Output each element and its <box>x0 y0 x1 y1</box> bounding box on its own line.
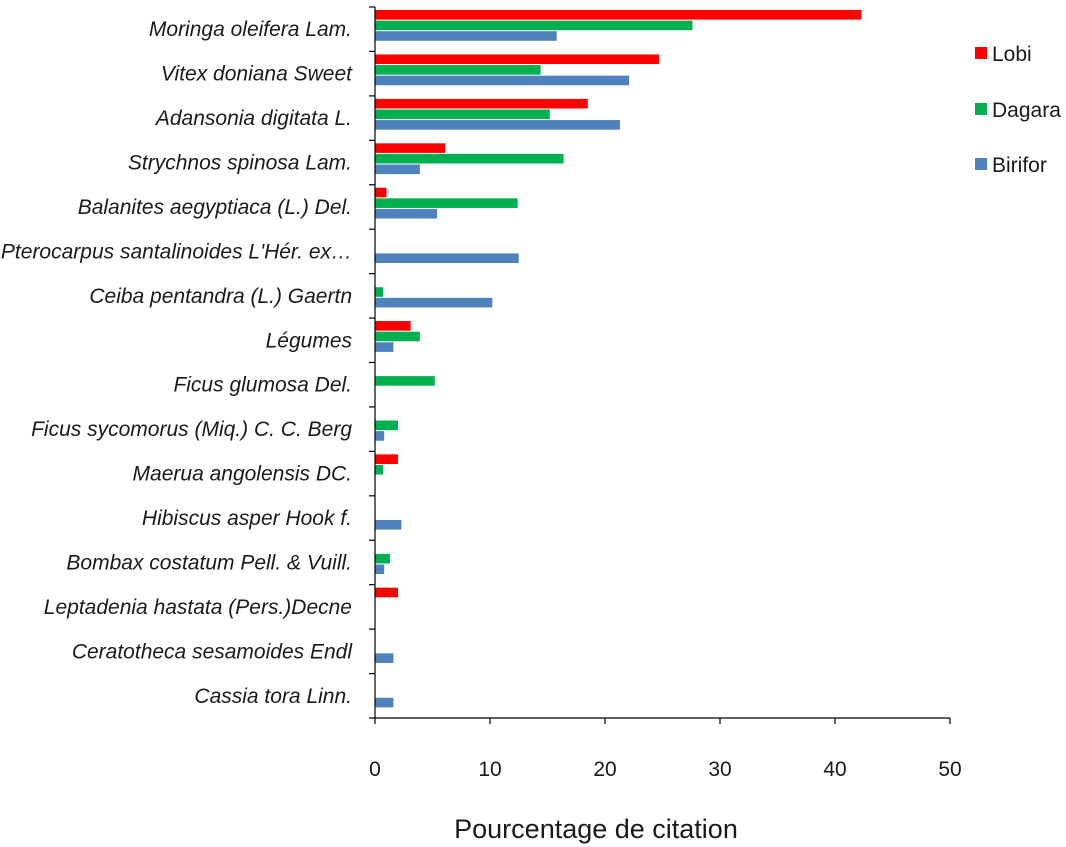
bar-birifor-1 <box>375 75 630 86</box>
legend-label-dagara: Dagara <box>992 99 1061 122</box>
bar-dagara-2 <box>375 109 550 120</box>
bar-birifor-2 <box>375 120 620 130</box>
bar-dagara-6 <box>375 287 384 297</box>
bar-dagara-7 <box>375 331 420 342</box>
bar-lobi-2 <box>375 98 588 109</box>
bar-lobi-0 <box>375 10 862 20</box>
bars-group <box>375 10 862 708</box>
bar-birifor-0 <box>375 31 557 41</box>
x-tick-label: 40 <box>823 758 846 781</box>
x-tick-label: 50 <box>938 758 961 781</box>
x-tick-label: 20 <box>593 758 616 781</box>
bar-dagara-4 <box>375 198 518 208</box>
bar-birifor-12 <box>375 564 385 575</box>
category-label: Vitex doniana Sweet <box>161 63 353 86</box>
x-tick-label: 30 <box>708 758 731 781</box>
bar-birifor-14 <box>375 653 394 663</box>
category-label: Moringa oleifera Lam. <box>149 18 352 41</box>
category-label: Pterocarpus santalinoides L'Hér. ex… <box>1 240 352 263</box>
category-label: Maerua angolensis DC. <box>133 463 352 486</box>
bar-lobi-1 <box>375 54 660 65</box>
category-label: Hibiscus asper Hook f. <box>142 507 352 530</box>
category-label: Balanites aegyptiaca (L.) Del. <box>78 196 352 219</box>
bar-birifor-11 <box>375 520 402 530</box>
legend: Lobi Dagara Birifor <box>975 43 1061 177</box>
category-label: Légumes <box>266 329 353 352</box>
bar-lobi-3 <box>375 143 446 153</box>
x-tick-label: 10 <box>478 758 501 781</box>
bar-dagara-12 <box>375 553 390 564</box>
legend-swatch-birifor <box>975 158 987 170</box>
bar-lobi-7 <box>375 321 411 331</box>
category-label: Ceiba pentandra (L.) Gaertn <box>89 285 352 308</box>
bar-birifor-6 <box>375 297 493 308</box>
x-axis-ticks: 0 10 20 30 40 50 <box>369 718 962 781</box>
bar-birifor-15 <box>375 697 394 708</box>
legend-swatch-dagara <box>975 103 987 115</box>
category-label: Ficus glumosa Del. <box>173 374 352 397</box>
legend-swatch-lobi <box>975 47 987 59</box>
category-labels: Moringa oleifera Lam. Vitex doniana Sweet… <box>1 18 353 708</box>
bar-dagara-0 <box>375 20 693 31</box>
bar-birifor-5 <box>375 253 519 263</box>
bar-dagara-8 <box>375 376 435 386</box>
legend-label-lobi: Lobi <box>992 43 1032 66</box>
bar-lobi-13 <box>375 587 398 598</box>
category-label: Ceratotheca sesamoides Endl <box>72 640 353 663</box>
bar-dagara-3 <box>375 153 564 164</box>
x-tick-label: 0 <box>369 758 381 781</box>
category-label: Leptadenia hastata (Pers.)Decne <box>44 596 352 619</box>
bar-birifor-4 <box>375 208 438 219</box>
category-label: Cassia tora Linn. <box>194 685 352 708</box>
bar-birifor-3 <box>375 164 420 175</box>
bar-birifor-9 <box>375 431 385 441</box>
x-axis-title: Pourcentage de citation <box>454 814 738 844</box>
bar-lobi-4 <box>375 187 387 198</box>
bar-birifor-7 <box>375 342 394 352</box>
category-label: Strychnos spinosa Lam. <box>128 152 352 175</box>
bar-dagara-1 <box>375 65 541 75</box>
bar-lobi-10 <box>375 454 398 464</box>
bar-dagara-9 <box>375 420 398 431</box>
legend-label-birifor: Birifor <box>992 154 1047 177</box>
category-label: Ficus sycomorus (Miq.) C. C. Berg <box>31 418 352 441</box>
bar-dagara-10 <box>375 464 384 475</box>
category-label: Bombax costatum Pell. & Vuill. <box>66 551 352 574</box>
category-label: Adansonia digitata L. <box>154 107 352 130</box>
